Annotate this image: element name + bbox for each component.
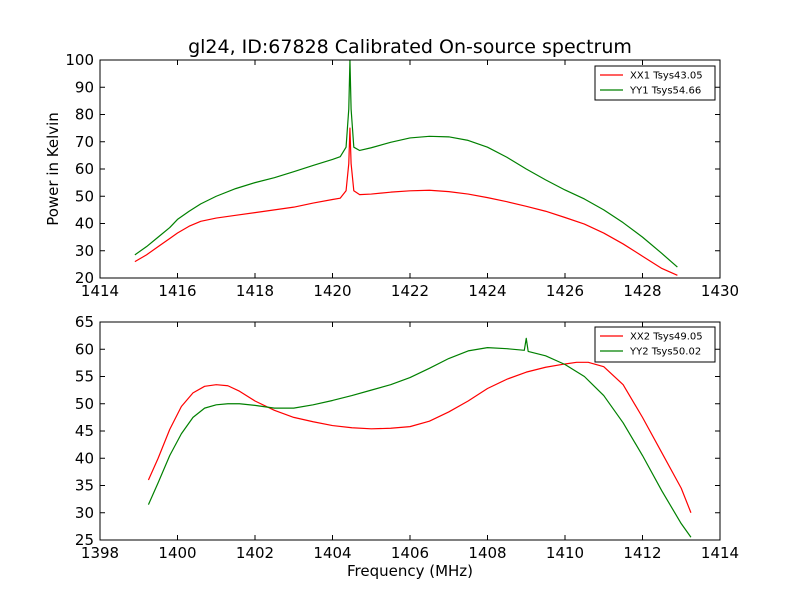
- figure-title: gl24, ID:67828 Calibrated On-source spec…: [188, 36, 632, 58]
- bottom-series-group: [147, 337, 692, 538]
- top-x-tick-label: 1416: [158, 282, 196, 300]
- bottom-series-line-1: [147, 361, 692, 513]
- bottom-x-tick-label: 1412: [623, 544, 661, 562]
- bottom-plot: 1398 1400 1402 1404 1406 1408 1410 1412 1414 25 30…: [75, 313, 739, 562]
- bottom-x-tick-label: 1414: [701, 544, 739, 562]
- bottom-legend: XX2 Tsys49.05 YY2 Tsys50.02: [594, 326, 716, 363]
- bottom-y-tick-label: 25: [75, 531, 94, 549]
- bottom-y-tick-label: 55: [75, 368, 94, 386]
- top-x-tick-label: 1430: [701, 282, 739, 300]
- bottom-y-tick-label: 40: [75, 449, 94, 467]
- bottom-x-tick-label: 1400: [158, 544, 196, 562]
- top-x-tick-label: 1422: [391, 282, 429, 300]
- top-x-tick-label: 1426: [546, 282, 584, 300]
- bottom-x-tick-label: 1410: [546, 544, 584, 562]
- bottom-x-tick-label: 1406: [391, 544, 429, 562]
- top-legend-label-1: XX1 Tsys43.05: [630, 71, 703, 82]
- top-y-tick-label: 90: [75, 78, 94, 96]
- bottom-y-tick-label: 50: [75, 395, 94, 413]
- bottom-legend-box: [594, 326, 716, 363]
- bottom-x-axis-label: Frequency (MHz): [347, 562, 473, 580]
- bottom-y-tick-label: 30: [75, 504, 94, 522]
- top-plot: 1414 1416 1418 1420 1422 1424 1426 1428 1430 20 30…: [65, 51, 739, 300]
- top-x-tick-label: 1420: [313, 282, 351, 300]
- top-y-tick-label: 60: [75, 160, 94, 178]
- bottom-legend-label-2: YY2 Tsys50.02: [629, 347, 701, 358]
- top-y-tick-label: 100: [65, 51, 94, 69]
- top-series-line-1: [134, 127, 678, 276]
- top-legend-label-2: YY1 Tsys54.66: [629, 86, 701, 97]
- bottom-y-tick-label: 65: [75, 313, 94, 331]
- top-y-tick-label: 70: [75, 133, 94, 151]
- top-x-tick-label: 1424: [468, 282, 506, 300]
- bottom-x-tick-label: 1404: [313, 544, 351, 562]
- top-y-tick-label: 80: [75, 106, 94, 124]
- bottom-x-tick-label: 1408: [468, 544, 506, 562]
- top-series-line-2: [134, 60, 678, 268]
- top-x-tick-label: 1428: [623, 282, 661, 300]
- bottom-series-line-2: [147, 337, 692, 538]
- top-x-tick-label: 1418: [236, 282, 274, 300]
- top-y-tick-label: 30: [75, 242, 94, 260]
- top-y-tick-label: 20: [75, 269, 94, 287]
- bottom-y-tick-label: 35: [75, 477, 94, 495]
- top-legend-box: [594, 65, 716, 101]
- top-y-tick-label: 40: [75, 215, 94, 233]
- top-y-tick-label: 50: [75, 187, 94, 205]
- bottom-y-tick-label: 60: [75, 340, 94, 358]
- bottom-x-tick-label: 1398: [81, 544, 119, 562]
- top-legend: XX1 Tsys43.05 YY1 Tsys54.66: [594, 65, 716, 101]
- top-series-group: [134, 60, 678, 276]
- top-x-tick-label: 1414: [81, 282, 119, 300]
- bottom-legend-label-1: XX2 Tsys49.05: [630, 332, 703, 343]
- bottom-x-tick-label: 1402: [236, 544, 274, 562]
- bottom-y-tick-label: 45: [75, 422, 94, 440]
- top-y-axis-label: Power in Kelvin: [44, 112, 62, 226]
- plots: 1414 1416 1418 1420 1422 1424 1426 1428 1430 20 30…: [65, 51, 739, 562]
